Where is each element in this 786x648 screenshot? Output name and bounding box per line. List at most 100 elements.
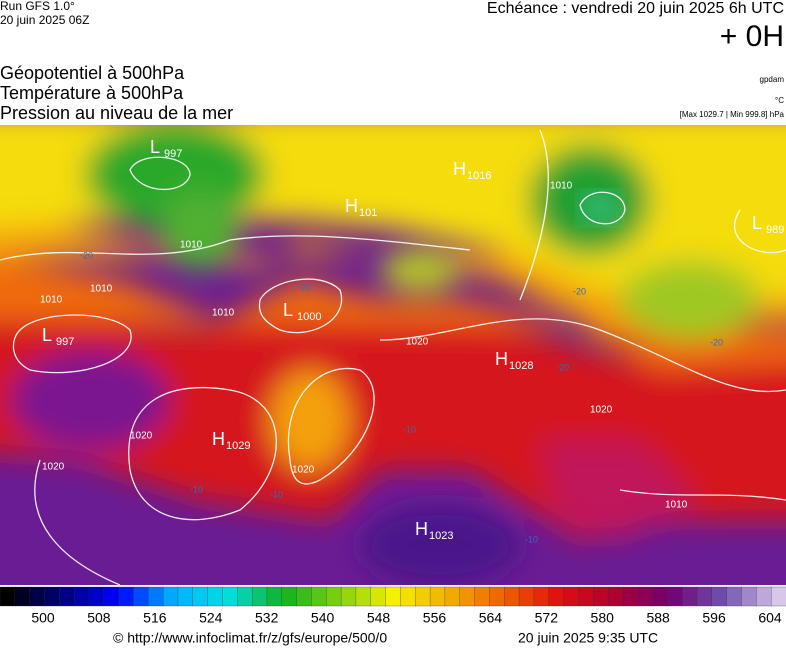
color-swatch — [667, 586, 683, 607]
isobar-label: 1020 — [130, 431, 153, 442]
color-swatch — [237, 586, 253, 607]
unit: °C — [775, 96, 784, 105]
colorbar-tick-label: 516 — [143, 610, 167, 626]
color-swatch — [607, 586, 624, 607]
colorbar-tick-label: 540 — [311, 610, 335, 626]
color-swatch — [682, 586, 698, 607]
colorbar-tick-label: 564 — [479, 610, 503, 626]
color-swatch — [652, 586, 669, 607]
pressure-value: 997 — [56, 336, 74, 348]
color-swatch — [74, 586, 90, 607]
color-swatch — [504, 586, 520, 607]
color-swatch — [370, 586, 387, 607]
range: [Max 1029.7 | Min 999.8] hPa — [680, 110, 785, 119]
color-swatch — [711, 586, 728, 607]
temperature-label: -10 — [190, 484, 203, 494]
offset: + 0H — [720, 20, 784, 53]
color-swatch — [192, 586, 209, 607]
color-swatch — [355, 586, 372, 607]
map — [0, 125, 786, 585]
color-swatch — [548, 586, 565, 607]
pressure-value: 1016 — [467, 170, 491, 182]
generated: 20 juin 2025 9:35 UTC — [518, 630, 658, 646]
color-swatch — [622, 586, 639, 607]
color-swatch — [59, 586, 75, 607]
temperature-label: -20 — [710, 337, 723, 347]
pressure-letter: H — [495, 349, 508, 369]
color-swatch — [311, 586, 327, 607]
color-swatch — [771, 586, 786, 607]
isobar-label: 1010 — [212, 308, 235, 319]
color-swatch — [637, 586, 654, 607]
pressure-letter: L — [283, 300, 293, 320]
pressure-value: 997 — [164, 148, 182, 160]
pressure-value: 989 — [766, 224, 784, 236]
color-swatch — [429, 586, 446, 607]
layer: Géopotentiel à 500hPa — [0, 63, 185, 83]
isobar-label: 1010 — [665, 500, 688, 511]
temperature-label: -10 — [525, 534, 538, 544]
pressure-letter: L — [752, 213, 762, 233]
color-swatch — [563, 586, 580, 607]
isobar-label: 1010 — [550, 181, 573, 192]
colorbar-tick-label: 532 — [255, 610, 279, 626]
color-swatch — [148, 586, 164, 607]
isobar-label: 1020 — [292, 465, 315, 476]
isobar-label: 1010 — [40, 295, 63, 306]
color-swatch — [177, 586, 194, 607]
color-swatch — [103, 586, 120, 607]
colorbar-tick-label: 580 — [591, 610, 615, 626]
color-swatch — [533, 586, 550, 607]
color-swatch — [281, 586, 298, 607]
temperature-label: -10 — [403, 424, 416, 434]
color-swatch — [266, 586, 283, 607]
pressure-value: 101 — [359, 207, 377, 219]
pressure-value: 1029 — [226, 440, 250, 452]
color-swatch — [162, 586, 179, 607]
layer: Pression au niveau de la mer — [0, 103, 233, 123]
color-swatch — [0, 586, 16, 607]
unit: gpdam — [760, 75, 785, 84]
pressure-value: 1000 — [297, 311, 321, 323]
colorbar-tick-label: 604 — [758, 610, 782, 626]
pressure-letter: H — [453, 159, 466, 179]
pressure-letter: H — [415, 519, 428, 539]
colorbar-tick-label: 596 — [702, 610, 726, 626]
colorbar-tick-label: 524 — [199, 610, 223, 626]
isobar-label: 1020 — [42, 462, 65, 473]
color-swatch — [385, 586, 402, 607]
source: © http://www.infoclimat.fr/z/gfs/europe/… — [113, 630, 387, 646]
isobar-label: 1020 — [590, 405, 613, 416]
pressure-letter: H — [212, 429, 225, 449]
colorbar: 500 508 516 524 532 540 548 556 564 572 580 588 596 6… — [0, 586, 786, 626]
color-swatch — [118, 586, 135, 607]
temperature-label: -20 — [298, 282, 311, 292]
run: Run GFS 1.0° — [0, 0, 75, 13]
color-swatch — [444, 586, 461, 607]
color-swatch — [696, 586, 713, 607]
color-swatch — [756, 586, 772, 607]
color-swatch — [578, 586, 594, 607]
isobar-label: 1010 — [90, 284, 113, 295]
run-date: 20 juin 2025 06Z — [0, 13, 89, 27]
layer: Température à 500hPa — [0, 83, 184, 103]
colorbar-tick-label: 548 — [367, 610, 391, 626]
color-swatch — [14, 586, 31, 607]
colorbar-tick-label: 500 — [31, 610, 55, 626]
pressure-letter: L — [42, 325, 52, 345]
temperature-label: -20 — [556, 362, 569, 372]
pressure-letter: L — [150, 137, 160, 157]
colorbar-tick-label: 572 — [535, 610, 559, 626]
color-swatch — [44, 586, 60, 607]
color-swatch — [459, 586, 476, 607]
color-swatch — [29, 586, 46, 607]
color-swatch — [415, 586, 431, 607]
color-swatch — [400, 586, 416, 607]
color-swatch — [133, 586, 149, 607]
pressure-letter: H — [345, 196, 358, 216]
temperature-label: -20 — [573, 286, 586, 296]
colorbar-tick-label: 508 — [87, 610, 111, 626]
color-swatch — [326, 586, 342, 607]
color-swatch — [474, 586, 491, 607]
